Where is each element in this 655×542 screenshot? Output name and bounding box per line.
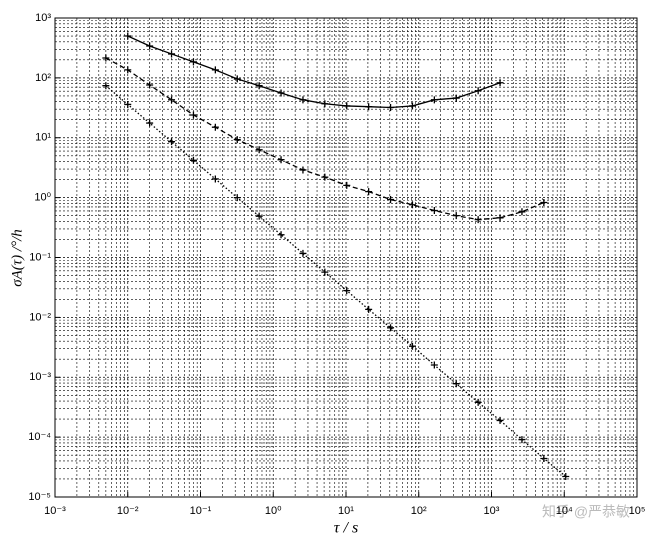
x-axis-label: τ / s <box>334 520 358 537</box>
marker <box>233 136 241 144</box>
marker <box>365 305 373 313</box>
marker <box>540 198 548 206</box>
x-tick-label: 10⁻¹ <box>190 505 212 517</box>
marker <box>518 436 526 444</box>
y-tick-label: 10³ <box>35 12 51 24</box>
marker <box>189 156 197 164</box>
marker <box>474 216 482 224</box>
marker <box>189 58 197 66</box>
marker <box>255 82 263 90</box>
marker <box>387 196 395 204</box>
marker <box>496 416 504 424</box>
marker <box>452 212 460 220</box>
x-tick-label: 10⁴ <box>556 505 573 517</box>
y-axis-label: σA(τ) /°/h <box>9 229 25 287</box>
marker <box>430 206 438 214</box>
x-tick-label: 10¹ <box>338 505 354 517</box>
watermark: 知乎 @严恭敏 <box>542 504 630 520</box>
marker <box>255 212 263 220</box>
marker <box>146 119 154 127</box>
x-tick-label: 10⁻³ <box>44 505 66 517</box>
marker <box>146 81 154 89</box>
marker <box>299 166 307 174</box>
marker <box>408 102 416 110</box>
marker <box>168 50 176 58</box>
series-line <box>105 85 567 477</box>
marker <box>102 82 110 90</box>
x-tick-label: 10³ <box>484 505 500 517</box>
marker <box>321 100 329 108</box>
marker <box>321 173 329 181</box>
marker <box>518 208 526 216</box>
marker <box>343 102 351 110</box>
marker <box>211 175 219 183</box>
marker <box>365 188 373 196</box>
x-tick-label: 10² <box>411 505 427 517</box>
marker <box>365 103 373 111</box>
marker <box>277 231 285 239</box>
marker <box>233 75 241 83</box>
y-tick-label: 10⁻⁴ <box>28 431 51 443</box>
marker <box>430 361 438 369</box>
marker <box>387 324 395 332</box>
marker <box>299 249 307 257</box>
marker <box>211 66 219 74</box>
marker <box>496 79 504 87</box>
marker <box>277 156 285 164</box>
marker <box>474 398 482 406</box>
marker <box>387 104 395 112</box>
marker <box>102 54 110 62</box>
marker <box>452 380 460 388</box>
marker <box>562 472 570 480</box>
marker <box>408 201 416 209</box>
y-tick-label: 10² <box>35 72 51 84</box>
y-tick-label: 10¹ <box>35 132 51 144</box>
marker <box>146 42 154 50</box>
x-tick-label: 10⁻² <box>117 505 139 517</box>
y-tick-label: 10⁰ <box>34 192 51 204</box>
x-tick-label: 10⁰ <box>265 505 282 517</box>
marker <box>408 342 416 350</box>
marker <box>452 94 460 102</box>
y-tick-label: 10⁻¹ <box>29 251 51 263</box>
marker <box>321 268 329 276</box>
marker <box>233 194 241 202</box>
marker <box>124 66 132 74</box>
marker <box>189 111 197 119</box>
marker <box>124 32 132 40</box>
marker <box>168 96 176 104</box>
marker <box>255 146 263 154</box>
marker <box>474 87 482 95</box>
marker <box>540 454 548 462</box>
plot-frame <box>54 17 638 498</box>
marker <box>343 287 351 295</box>
marker <box>299 96 307 104</box>
marker <box>168 138 176 146</box>
marker <box>496 214 504 222</box>
marker <box>124 100 132 108</box>
y-tick-label: 10⁻² <box>29 311 51 323</box>
x-tick-label: 10⁵ <box>629 505 646 517</box>
series-line <box>127 35 501 109</box>
marker <box>277 89 285 97</box>
marker <box>211 123 219 131</box>
y-tick-label: 10⁻⁵ <box>28 491 51 503</box>
y-tick-label: 10⁻³ <box>29 371 51 383</box>
marker <box>343 181 351 189</box>
marker <box>430 96 438 104</box>
